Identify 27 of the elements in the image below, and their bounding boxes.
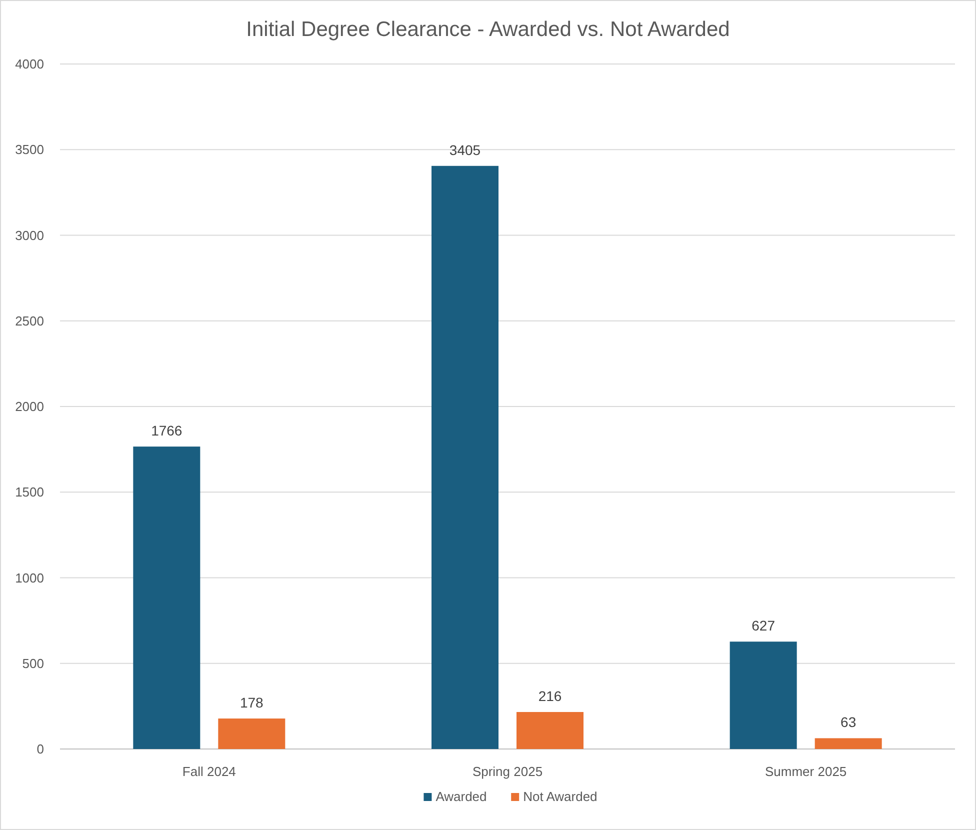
data-label: 63 <box>840 714 856 730</box>
y-tick-label: 4000 <box>15 56 44 72</box>
x-tick-label: Fall 2024 <box>182 764 236 779</box>
data-label: 627 <box>752 618 776 634</box>
chart-title: Initial Degree Clearance - Awarded vs. Not Awarded <box>246 18 730 41</box>
y-tick-label: 1000 <box>15 570 44 586</box>
legend-label: Not Awarded <box>523 789 598 804</box>
y-tick-label: 500 <box>22 656 44 671</box>
y-tick-label: 2500 <box>15 313 44 328</box>
bar <box>814 738 882 749</box>
y-tick-label: 0 <box>36 742 44 757</box>
x-tick-label: Spring 2025 <box>472 764 543 779</box>
y-tick-label: 3500 <box>15 142 44 158</box>
x-tick-label: Summer 2025 <box>765 764 847 779</box>
data-label: 3405 <box>449 142 481 158</box>
bar <box>730 642 797 749</box>
bar <box>133 446 200 749</box>
data-label: 178 <box>240 694 264 711</box>
bar <box>516 712 584 749</box>
data-label: 1766 <box>151 422 182 439</box>
bar <box>432 166 498 749</box>
y-tick-label: 3000 <box>15 228 44 243</box>
data-label: 216 <box>538 688 562 704</box>
bar <box>218 718 286 749</box>
legend-label: Awarded <box>436 789 487 804</box>
y-tick-label: 1500 <box>15 484 44 500</box>
y-tick-label: 2000 <box>15 399 44 414</box>
